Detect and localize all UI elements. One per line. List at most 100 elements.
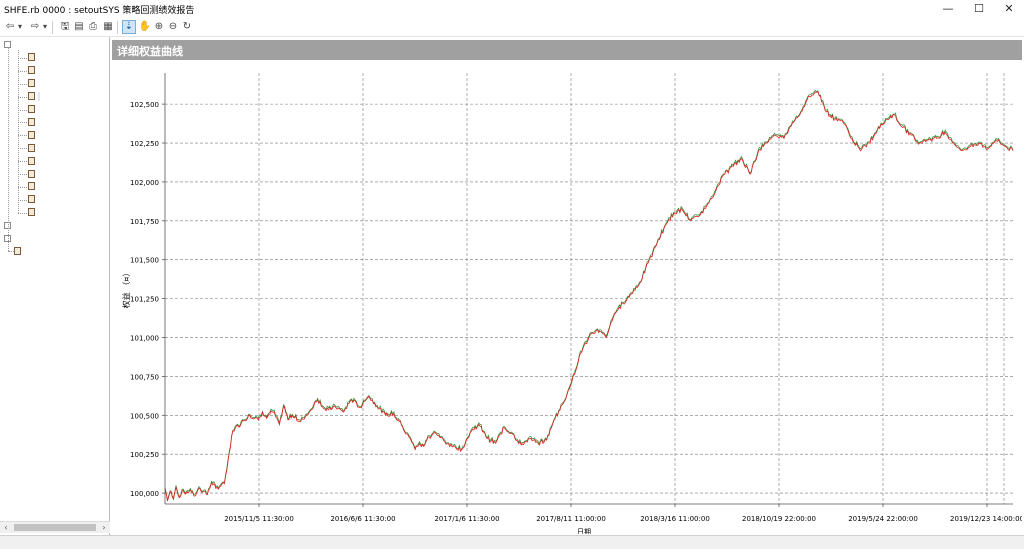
sidebar-horizontal-scrollbar[interactable]: ‹ › <box>0 521 110 533</box>
tree-connector <box>8 251 14 253</box>
back-dropdown-icon[interactable]: ▾ <box>17 22 22 31</box>
report-header: 详细权益曲线 <box>112 40 1022 60</box>
close-button[interactable]: ✕ <box>1004 2 1014 15</box>
tree-item-label <box>38 79 40 88</box>
tree-connector <box>18 122 27 124</box>
forward-dropdown-icon[interactable]: ▾ <box>42 22 47 31</box>
tree-connector <box>18 186 27 188</box>
x-tick-label: 2019/5/24 22:00:00 <box>848 515 918 523</box>
y-tick-label: 102,000 <box>130 179 159 187</box>
tree-item[interactable] <box>28 207 40 219</box>
tree-item[interactable] <box>28 52 40 64</box>
tree-item-label <box>38 105 40 114</box>
tree-item-label <box>38 182 40 191</box>
report-panel: 详细权益曲线 100,000 100,250 100,500 100,750 101,0… <box>112 38 1024 535</box>
x-tick-label: 2019/12/23 14:00:00 <box>950 515 1022 523</box>
y-axis-title: 权益 （¤） <box>121 269 131 309</box>
series-line-low <box>164 91 1014 502</box>
report-page-icon <box>28 92 35 101</box>
status-bar <box>0 535 1024 549</box>
tree-item[interactable] <box>28 78 40 90</box>
scroll-thumb[interactable] <box>14 524 96 531</box>
y-tick-label: 101,000 <box>130 335 159 343</box>
zoom-out-icon[interactable]: ⊖ <box>168 21 178 32</box>
equity-chart: 100,000 100,250 100,500 100,750 101,000 101,2… <box>121 73 1022 534</box>
back-arrow-icon[interactable]: ⇦ <box>5 21 15 32</box>
hand-pan-icon[interactable]: ✋ <box>138 21 152 32</box>
tree-group-2[interactable] <box>4 233 16 245</box>
y-tick-label: 102,500 <box>130 101 159 109</box>
print-icon[interactable]: ⎙ <box>89 21 97 32</box>
tree-item[interactable] <box>28 91 40 103</box>
tree-connector <box>18 161 27 163</box>
minimize-button[interactable]: — <box>942 2 954 15</box>
tree-item[interactable] <box>28 104 40 116</box>
zoom-in-icon[interactable]: ⊕ <box>154 21 164 32</box>
y-tick-label: 101,250 <box>130 296 159 304</box>
tree-item-label <box>38 169 40 178</box>
y-tick-label: 102,250 <box>130 140 159 148</box>
toolbar: ⇦ ▾ ⇨ ▾ 🖫 ▤ ⎙ ▦ ⇣ ✋ ⊕ ⊖ ↻ <box>0 18 1024 37</box>
maximize-button[interactable]: ☐ <box>974 2 984 15</box>
tree-connector <box>18 199 27 201</box>
tree-item-settings[interactable] <box>14 245 26 257</box>
tree-item-label <box>38 117 40 126</box>
tree-group-label <box>14 40 16 49</box>
tree-item[interactable] <box>28 142 40 154</box>
x-tick-label: 2015/11/5 11:30:00 <box>224 515 294 523</box>
tree-connector <box>18 174 27 175</box>
tree-item[interactable] <box>28 181 40 193</box>
plot-area <box>165 73 1013 504</box>
tree-item-label <box>38 195 40 204</box>
tree-group-1[interactable] <box>4 220 16 232</box>
y-tick-label: 100,250 <box>130 451 159 459</box>
pointer-icon[interactable]: ⇣ <box>122 20 136 34</box>
report-page-icon <box>28 130 35 139</box>
y-tick-label: 100,500 <box>130 412 159 420</box>
tree-item[interactable] <box>28 116 40 128</box>
tree-item[interactable] <box>28 168 40 180</box>
tree-group-label <box>14 221 16 230</box>
report-page-icon <box>28 143 35 152</box>
scroll-right-arrow-icon[interactable]: › <box>102 523 106 532</box>
refresh-icon[interactable]: ↻ <box>182 21 192 32</box>
tree-item[interactable] <box>28 155 40 167</box>
print-preview-icon[interactable]: ▤ <box>74 21 84 32</box>
forward-arrow-icon[interactable]: ⇨ <box>30 21 40 32</box>
x-tick-label: 2018/10/19 22:00:00 <box>742 515 816 523</box>
tree-item-label <box>38 208 40 217</box>
tree-connector <box>18 49 19 213</box>
tree-item-label <box>24 246 26 255</box>
expand-toggle-icon[interactable] <box>4 221 11 229</box>
tree-item-label <box>38 130 40 139</box>
tree-item[interactable] <box>28 129 40 141</box>
toolbar-separator <box>52 21 53 34</box>
save-icon[interactable]: 🖫 <box>60 21 70 32</box>
report-page-icon <box>28 79 35 88</box>
expand-toggle-icon[interactable] <box>4 41 11 48</box>
tree-connector <box>18 70 27 72</box>
tree-item-label <box>38 53 40 62</box>
x-tick-label: 2017/8/11 11:00:00 <box>536 515 606 523</box>
tree-item-label <box>38 156 40 165</box>
expand-toggle-icon[interactable] <box>4 234 11 242</box>
report-page-icon <box>28 53 35 62</box>
report-page-icon <box>28 195 35 204</box>
x-axis-title: 日期 <box>577 528 591 534</box>
report-page-icon <box>28 66 35 75</box>
tree-group-0[interactable] <box>4 39 16 51</box>
x-tick-label: 2016/6/6 11:30:00 <box>330 515 395 523</box>
tree-item[interactable] <box>28 194 40 206</box>
tree-connector <box>18 212 27 214</box>
tree-connector <box>18 96 27 98</box>
y-tick-label: 101,500 <box>130 257 159 265</box>
table-icon[interactable]: ▦ <box>103 21 113 32</box>
toolbar-separator <box>117 21 118 34</box>
tree-item[interactable] <box>28 65 40 77</box>
y-tick-label: 100,750 <box>130 373 159 381</box>
window-title: SHFE.rb 0000 : setoutSYS 策略回测绩效报告 <box>4 6 195 16</box>
tree-connector <box>18 148 27 150</box>
scroll-left-arrow-icon[interactable]: ‹ <box>4 523 8 532</box>
tree-connector <box>18 109 27 111</box>
report-page-icon <box>28 117 35 126</box>
